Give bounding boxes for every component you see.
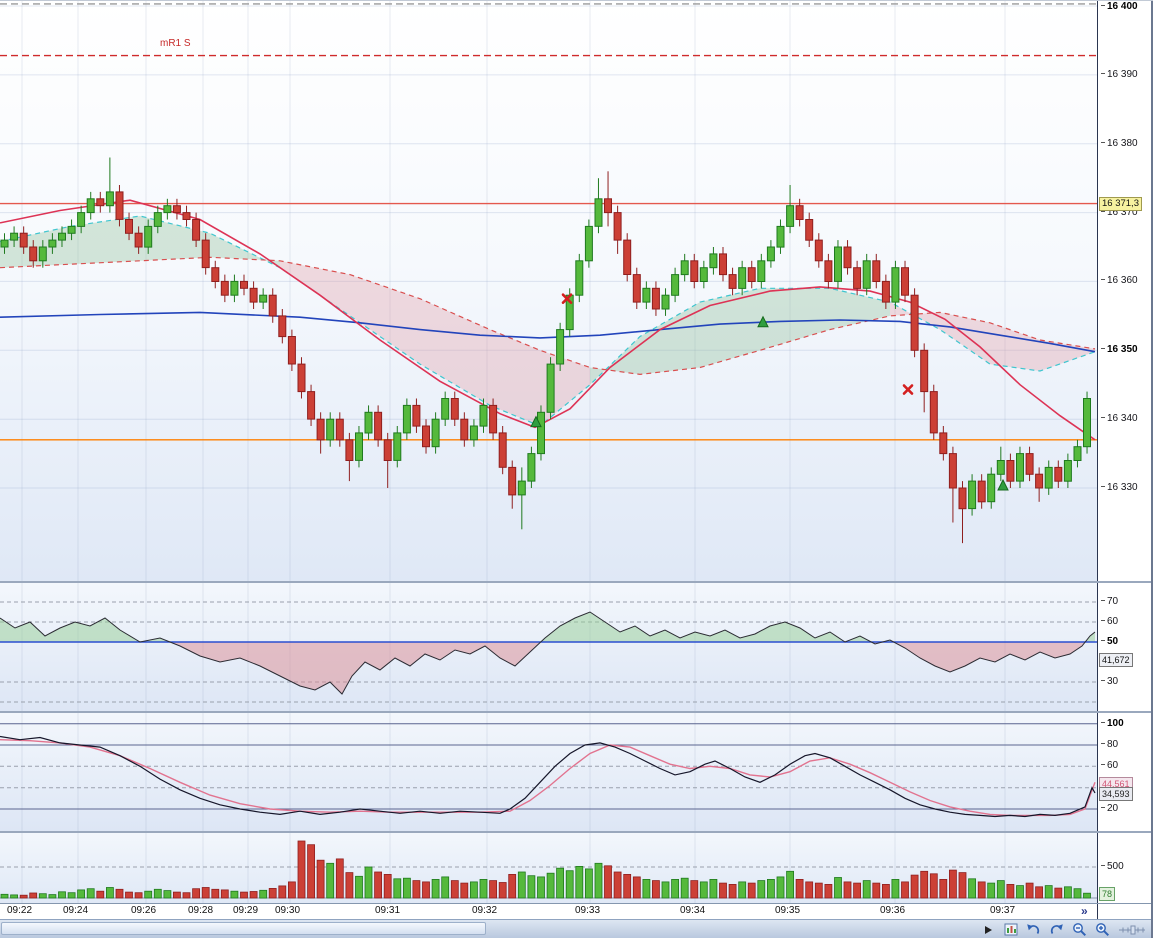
window-right-border	[1151, 1, 1153, 938]
price-chart-panel[interactable]: mR1 S	[0, 1, 1097, 581]
time-axis[interactable]: » 09:22 09:24 09:26 09:28 09:29 09:30 09:31 09:…	[0, 904, 1097, 919]
time-label: 09:34	[680, 905, 706, 916]
time-label: 09:32	[472, 905, 498, 916]
zoom-slider-glyph	[1119, 925, 1145, 934]
time-label: 09:22	[7, 905, 33, 916]
zoom-in-icon[interactable]	[1094, 922, 1111, 937]
stochastic-panel[interactable]	[0, 713, 1097, 831]
sell-marker	[902, 384, 914, 395]
buy-marker	[530, 415, 542, 428]
pivot-line-label: mR1 S	[160, 38, 191, 49]
axis-tick-label: 100	[1101, 718, 1124, 730]
axis-tick-label: 16 370	[1101, 207, 1138, 219]
buy-marker	[757, 315, 769, 328]
volume-value-badge: 78	[1099, 887, 1116, 902]
buy-marker	[997, 478, 1009, 491]
time-label: 09:36	[880, 905, 906, 916]
axis-tick-label: 16 390	[1101, 69, 1138, 81]
time-label: 09:31	[375, 905, 401, 916]
time-label: 09:30	[275, 905, 301, 916]
axis-tick-label: 70	[1101, 596, 1118, 608]
play-icon-glyph	[984, 925, 992, 934]
time-label: 09:29	[233, 905, 259, 916]
sell-marker	[561, 293, 573, 304]
axis-tick-label: 30	[1101, 676, 1118, 688]
zoom-in-icon-glyph	[1096, 923, 1110, 937]
chart-settings-icon[interactable]	[1002, 922, 1019, 937]
play-icon[interactable]	[979, 922, 996, 937]
axis-tick-label: 60	[1101, 760, 1118, 772]
time-axis-separator	[0, 903, 1153, 904]
axis-tick-label: 80	[1101, 739, 1118, 751]
axis-tick-label: 16 350	[1101, 344, 1138, 356]
axis-tick-label: 20	[1101, 803, 1118, 815]
redo-icon-glyph	[1050, 924, 1063, 934]
horizontal-scrollbar-thumb[interactable]	[1, 922, 486, 935]
axis-tick-label: 16 330	[1101, 482, 1138, 494]
panel-resize-handle[interactable]	[0, 711, 1153, 713]
bottom-toolbar	[0, 919, 1153, 938]
time-label: 09:35	[775, 905, 801, 916]
zoom-slider[interactable]	[1117, 922, 1147, 937]
volume-panel[interactable]	[0, 833, 1097, 904]
time-label: 09:26	[131, 905, 157, 916]
axis-tick-label: 16 380	[1101, 138, 1138, 150]
undo-icon[interactable]	[1025, 922, 1042, 937]
chart-icon-glyph	[1004, 923, 1017, 936]
axis-tick-label: 60	[1101, 616, 1118, 628]
undo-icon-glyph	[1027, 924, 1040, 934]
last-price-badge: 16 371,3	[1099, 196, 1142, 211]
rsi-panel[interactable]	[0, 583, 1097, 711]
time-label: 09:24	[63, 905, 89, 916]
rsi-value-badge: 41,672	[1099, 652, 1133, 667]
redo-icon[interactable]	[1048, 922, 1065, 937]
zoom-out-icon[interactable]	[1071, 922, 1088, 937]
axis-tick-label: 16 340	[1101, 413, 1138, 425]
axis-tick-label: 16 360	[1101, 275, 1138, 287]
axis-tick-label: 500	[1101, 861, 1124, 873]
axis-tick-label: 16 400	[1101, 1, 1138, 13]
stoch-k-value-badge: 34,593	[1099, 787, 1133, 802]
price-axis[interactable]: 16 371,3 41,672 44,561 34,593 78 16 400 1…	[1097, 1, 1153, 919]
time-label: 09:37	[990, 905, 1016, 916]
time-label: 09:28	[188, 905, 214, 916]
zoom-out-icon-glyph	[1073, 923, 1087, 937]
panel-resize-handle[interactable]	[0, 581, 1153, 583]
axis-tick-label: 50	[1101, 636, 1118, 648]
panel-resize-handle[interactable]	[0, 831, 1153, 833]
more-data-chevron[interactable]: »	[1081, 904, 1088, 918]
time-label: 09:33	[575, 905, 601, 916]
